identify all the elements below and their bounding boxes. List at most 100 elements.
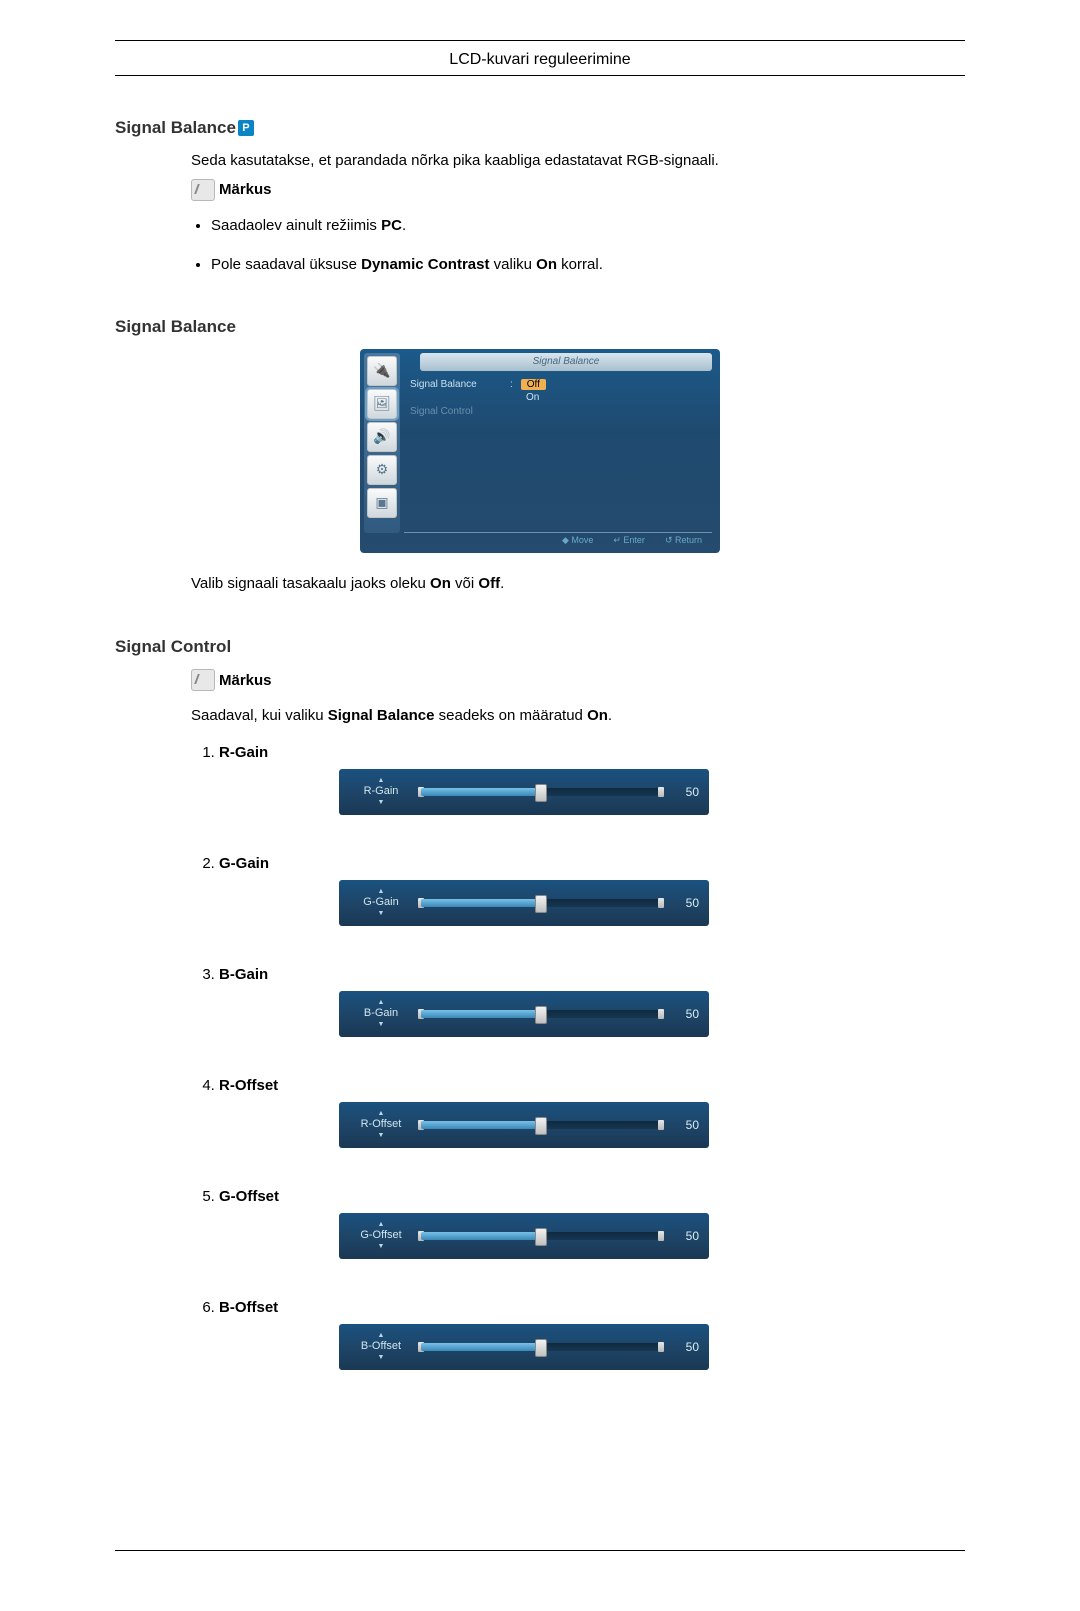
slider-label: G-Gain [219,855,269,872]
slider-label: R-Offset [219,1077,278,1094]
slider-track [421,1010,661,1018]
track-end-right [658,1231,664,1241]
slider-left: ▲B-Offset▼ [353,1332,409,1360]
up-arrow-icon: ▲ [378,1110,385,1117]
osd-footer-move: ◆ Move [562,535,593,546]
signal-balance-intro-heading: Signal Balance P [115,118,965,138]
down-arrow-icon: ▼ [378,910,385,917]
slider-name: R-Gain [364,785,399,797]
track-end-right [658,1009,664,1019]
down-arrow-icon: ▼ [378,1354,385,1361]
text: On [536,256,557,273]
slider-list: R-Gain▲R-Gain▼50G-Gain▲G-Gain▼50B-Gain▲B… [191,744,965,1370]
track-end-right [658,787,664,797]
bullet-2: Pole saadaval üksuse Dynamic Contrast va… [211,254,965,275]
slider-label: G-Offset [219,1188,279,1205]
text: Pole saadaval üksuse [211,256,361,273]
heading-text: Signal Control [115,637,231,657]
pc-mode-icon: P [238,120,254,136]
slider-item: G-Gain ▲G-Gain▼ 50 [219,855,965,926]
up-arrow-icon: ▲ [378,1221,385,1228]
slider-item: B-Gain▲B-Gain▼50 [219,966,965,1037]
slider-track [421,899,661,907]
text: Off [478,575,500,592]
slider-fill [421,788,541,796]
osd-row-signal-control: Signal Control [410,406,710,417]
heading-text: Signal Balance [115,317,236,337]
note-label: Märkus [219,181,272,198]
text: seadeks on määratud [434,707,587,724]
text: Signal Balance [328,707,435,724]
slider-track [421,1121,661,1129]
slider-left: ▲B-Gain ▼ [353,999,409,1027]
slider-thumb [535,1117,547,1135]
text: PC [381,217,402,234]
bullet-1: Saadaolev ainult režiimis PC. [211,215,965,236]
text: . [402,217,406,234]
slider-control: ▲G-Gain▼ 50 [339,880,709,926]
slider-figure: ▲B-Offset▼ 50 [339,1324,965,1370]
slider-left: ▲G-Gain▼ [353,888,409,916]
heading-text: Signal Balance [115,118,236,138]
slider-value: 50 [673,1340,699,1354]
text: või [451,575,479,592]
up-arrow-icon: ▲ [378,1332,385,1339]
osd-value-off: Off [521,379,546,390]
slider-figure: ▲B-Gain ▼ 50 [339,991,965,1037]
slider-thumb [535,784,547,802]
osd-row-signal-balance: Signal Balance : Off [410,379,710,390]
slider-item: R-Gain▲R-Gain▼50 [219,744,965,815]
slider-value: 50 [673,1007,699,1021]
up-arrow-icon: ▲ [378,888,385,895]
slider-control: ▲B-Gain ▼ 50 [339,991,709,1037]
osd-tab-title: Signal Balance [420,353,712,371]
track-end-right [658,898,664,908]
text: On [587,707,608,724]
slider-figure: ▲G-Offset ▼ 50 [339,1213,965,1259]
slider-fill [421,1010,541,1018]
slider-track [421,1343,661,1351]
slider-name: G-Offset [360,1229,401,1241]
slider-item: G-Offset▲G-Offset▼50 [219,1188,965,1259]
slider-item: R-Offset▲R-Offset▼50 [219,1077,965,1148]
track-end-right [658,1120,664,1130]
text: On [430,575,451,592]
osd-multi-icon: ▣ [367,488,397,518]
slider-control: ▲R-Offset▼50 [339,1102,709,1148]
slider-fill [421,1232,541,1240]
slider-value: 50 [673,1229,699,1243]
up-arrow-icon: ▲ [378,777,385,784]
note-label: Märkus [219,672,272,689]
up-arrow-icon: ▲ [378,999,385,1006]
slider-value: 50 [673,785,699,799]
page-header: LCD-kuvari reguleerimine [115,41,965,75]
osd-value-on: On [526,392,539,403]
slider-control: ▲B-Offset▼ 50 [339,1324,709,1370]
down-arrow-icon: ▼ [378,1243,385,1250]
slider-item: B-Offset▲B-Offset▼50 [219,1299,965,1370]
text: valiku [489,256,536,273]
slider-left: ▲G-Offset ▼ [353,1221,409,1249]
text: Saadaval, kui valiku [191,707,328,724]
slider-control: ▲R-Gain▼50 [339,769,709,815]
down-arrow-icon: ▼ [378,1132,385,1139]
osd-footer-enter: ↵ Enter [613,535,645,546]
osd-input-icon: 🔌 [367,356,397,386]
slider-label: B-Gain [219,966,268,983]
down-arrow-icon: ▼ [378,1021,385,1028]
slider-track [421,788,661,796]
slider-label: R-Gain [219,744,268,761]
slider-fill [421,899,541,907]
slider-figure: ▲G-Gain▼ 50 [339,880,965,926]
signal-balance-para: Valib signaali tasakaalu jaoks oleku On … [191,573,965,596]
slider-name: B-Gain [364,1007,398,1019]
text: korral. [557,256,603,273]
slider-value: 50 [673,1118,699,1132]
slider-thumb [535,1006,547,1024]
intro-text: Seda kasutatakse, et parandada nõrka pik… [191,150,965,173]
slider-value: 50 [673,896,699,910]
slider-figure: ▲R-Offset▼50 [339,1102,965,1148]
slider-figure: ▲R-Gain▼50 [339,769,965,815]
slider-thumb [535,1339,547,1357]
osd-menu: Signal Balance 🔌 🖼 🔊 ⚙ ▣ Signal Balance … [360,349,720,553]
